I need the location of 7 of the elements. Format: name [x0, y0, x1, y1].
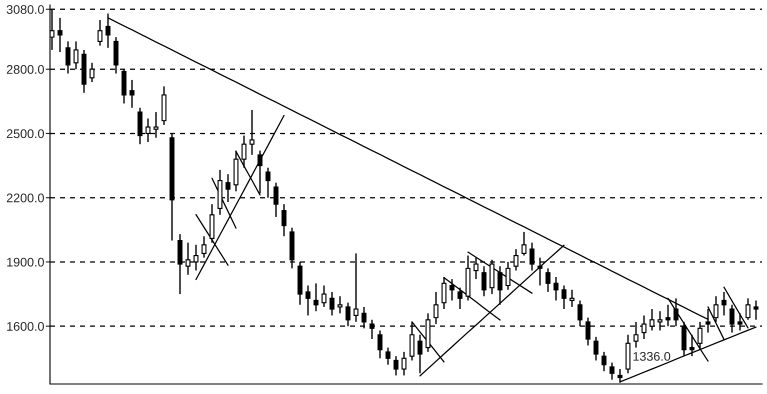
y-tick-label: 3080.0: [6, 5, 44, 14]
y-tick-label: 1900.0: [7, 258, 44, 267]
annotation: 1336.0: [633, 352, 670, 361]
y-tick-label: 2800.0: [6, 65, 44, 74]
y-tick-label: 2200.0: [6, 194, 44, 202]
y-tick-label: 1600.0: [7, 322, 44, 331]
y-tick-label: 2500.0: [6, 129, 44, 138]
